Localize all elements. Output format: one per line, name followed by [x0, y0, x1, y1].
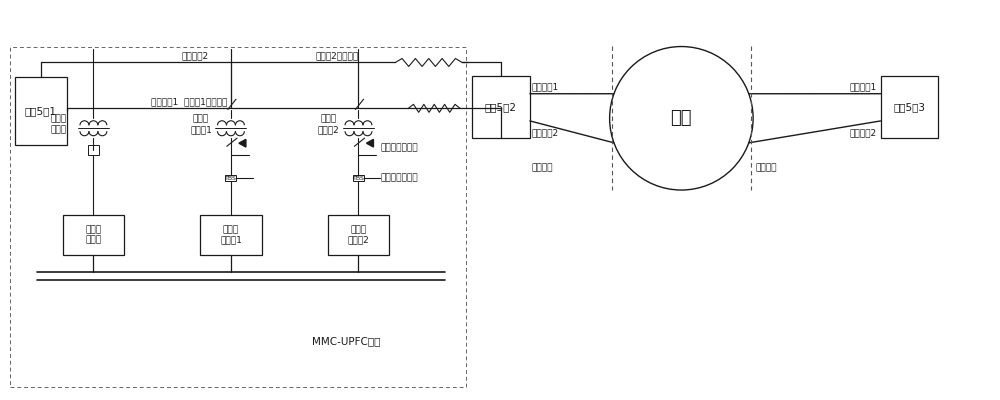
Bar: [200, 215, 262, 255]
Bar: [472, 76, 530, 138]
Text: 晶闸管旁路开关: 晶闸管旁路开关: [380, 174, 418, 182]
Bar: [881, 76, 938, 138]
Text: 变电5站3: 变电5站3: [894, 102, 926, 112]
Text: 近端断面: 近端断面: [532, 164, 553, 173]
Text: 受控线路2: 受控线路2: [181, 51, 208, 60]
Text: 远端断面: 远端断面: [756, 164, 777, 173]
Text: 并联侧
换流器: 并联侧 换流器: [85, 225, 101, 244]
Text: 并联侧
变压器: 并联侧 变压器: [50, 114, 67, 134]
Text: 串联侧2旁路开关: 串联侧2旁路开关: [316, 51, 359, 60]
Polygon shape: [366, 139, 373, 147]
Bar: [88, 145, 99, 155]
Text: 变电5站2: 变电5站2: [485, 102, 517, 112]
Bar: [63, 215, 124, 255]
Text: 传输线路2: 传输线路2: [532, 128, 559, 137]
Text: 负荷: 负荷: [671, 109, 692, 127]
Text: 传输线路2: 传输线路2: [850, 128, 877, 137]
Text: MMC-UPFC系统: MMC-UPFC系统: [312, 336, 380, 346]
Text: 变电5站1: 变电5站1: [25, 106, 57, 116]
Text: 受控线路1  串联侧1旁路开关: 受控线路1 串联侧1旁路开关: [151, 97, 228, 106]
Bar: [225, 175, 236, 181]
Text: 串联侧
变压器1: 串联侧 变压器1: [190, 114, 212, 134]
Bar: [328, 215, 389, 255]
Text: 串联侧
换流器1: 串联侧 换流器1: [220, 225, 242, 244]
Text: 串联侧
换流器2: 串联侧 换流器2: [348, 225, 369, 244]
Text: TBS: TBS: [225, 176, 237, 180]
Text: TBS: TBS: [353, 176, 364, 180]
Text: 传输线路1: 传输线路1: [532, 82, 559, 91]
Text: 串联侧
变压器2: 串联侧 变压器2: [318, 114, 339, 134]
Bar: [15, 78, 67, 145]
Polygon shape: [239, 139, 246, 147]
Bar: [353, 175, 364, 181]
Bar: [10, 46, 466, 387]
Text: 低压侧旁路开关: 低压侧旁路开关: [380, 144, 418, 153]
Text: 传输线路1: 传输线路1: [849, 82, 877, 91]
